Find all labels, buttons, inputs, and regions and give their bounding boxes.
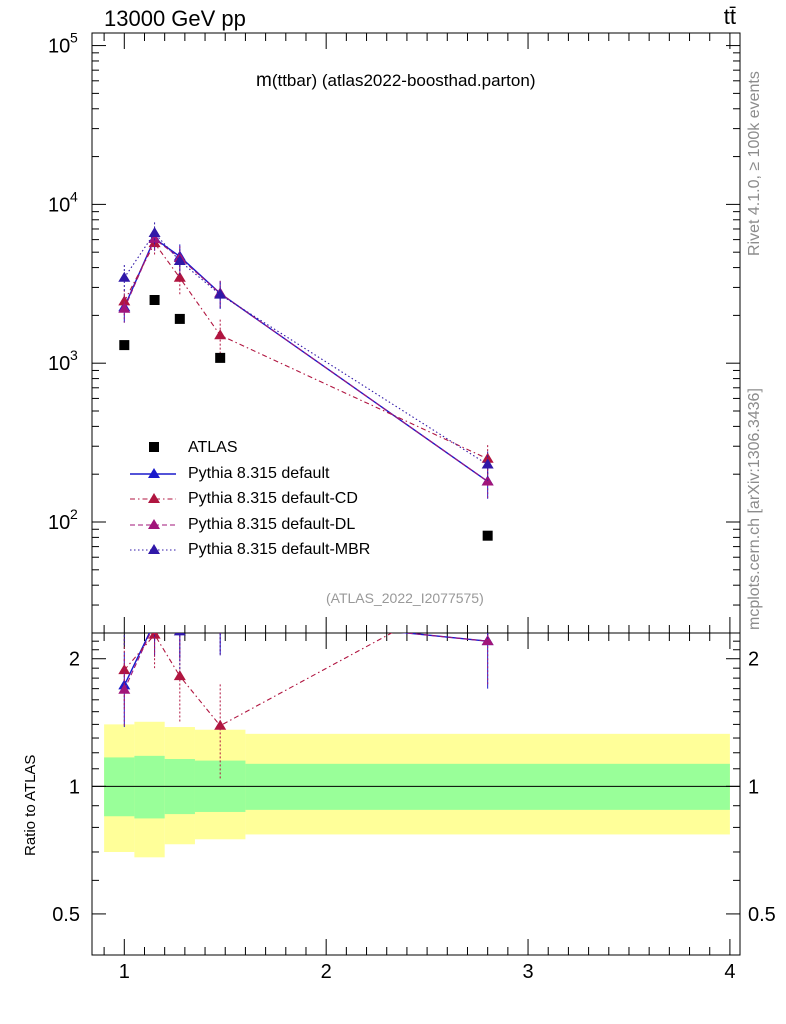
main-ytick-exponent-1: 3	[70, 347, 78, 363]
legend-symbol-default-cd	[130, 493, 176, 504]
series-line-3	[123, 232, 488, 466]
legend-symbol-atlas	[149, 442, 159, 452]
series-point-2-0	[118, 302, 131, 313]
series-point-3-4	[481, 458, 494, 469]
ratio-point-0-2	[174, 614, 186, 624]
series-point-3-0	[118, 271, 131, 282]
ratio-line-2	[123, 633, 488, 690]
ratio-point-3-2	[173, 633, 186, 636]
main-series-group	[118, 222, 494, 541]
analysis-tag: (ATLAS_2022_I2077575)	[326, 590, 484, 606]
main-ytick-label-2: 10	[48, 194, 70, 216]
plot-title-variable: m	[256, 70, 272, 91]
ratio-line-0	[123, 633, 488, 686]
main-ytick-exponent-3: 5	[70, 30, 78, 46]
series-point-3-3	[214, 288, 227, 299]
rivet-version-label: Rivet 4.1.0, ≥ 100k events	[746, 71, 763, 256]
ratio-ytick-label-right-1: 1	[748, 776, 759, 798]
stat-uncertainty-band-1	[134, 755, 165, 819]
legend-label-default: Pythia 8.315 default	[188, 464, 330, 482]
series-point-1-2	[173, 271, 186, 282]
series-point-3-2	[173, 255, 186, 266]
main-ytick-label-1: 10	[48, 353, 70, 375]
legend-symbol-default	[130, 467, 176, 478]
legend-label-default-cd: Pythia 8.315 default-CD	[188, 490, 358, 508]
ratio-point-0-1	[149, 616, 161, 626]
ratio-point-2-4	[481, 635, 494, 646]
ratio-point-3-3	[214, 612, 226, 622]
ratio-point-0-3	[214, 608, 226, 618]
main-ytick-exponent-2: 4	[70, 188, 78, 204]
ratio-ytick-label-right-0: 0.5	[748, 904, 776, 926]
ratio-point-3-0	[118, 601, 130, 611]
ratio-point-2-0	[118, 683, 131, 694]
process-label: tt̄	[723, 4, 736, 29]
data-point-2	[174, 313, 185, 324]
xtick-label-1: 2	[321, 961, 332, 983]
series-point-1-3	[214, 329, 227, 340]
plot-title-rest: (ttbar) (atlas2022-boosthad.parton)	[271, 71, 536, 90]
legend-label-default-dl: Pythia 8.315 default-DL	[188, 515, 356, 533]
stat-uncertainty-band-4	[245, 763, 730, 810]
series-point-2-1	[148, 233, 161, 244]
ratio-ytick-label-left-2: 2	[69, 649, 80, 671]
ratio-point-1-2	[173, 670, 186, 681]
xtick-label-0: 1	[119, 961, 130, 983]
ratio-series-group	[118, 575, 494, 780]
ratio-point-2-1	[149, 618, 161, 628]
legend-label-atlas: ATLAS	[188, 439, 238, 456]
main-ytick-label-3: 10	[48, 36, 70, 58]
collision-energy-label: 13000 GeV pp	[104, 6, 246, 31]
plot-title: m(ttbar) (atlas2022-boosthad.parton)	[256, 70, 535, 92]
data-point-3	[215, 352, 226, 363]
ratio-point-2-3	[214, 608, 226, 618]
series-point-1-0	[118, 295, 131, 306]
ratio-ytick-label-left-0: 0.5	[52, 904, 80, 926]
ratio-ytick-label-left-1: 1	[69, 776, 80, 798]
legend-symbol-default-mbr	[130, 544, 176, 555]
uncertainty-bands	[104, 721, 730, 858]
series-point-1-4	[481, 452, 494, 463]
legend-label-default-mbr: Pythia 8.315 default-MBR	[188, 541, 371, 559]
data-point-4	[482, 530, 493, 541]
main-ytick-exponent-0: 2	[70, 506, 78, 522]
ratio-point-3-1	[149, 602, 161, 612]
data-point-1	[149, 294, 160, 305]
data-point-0	[119, 340, 130, 351]
ratio-axis-label: Ratio to ATLAS	[22, 754, 39, 856]
xtick-label-2: 3	[522, 961, 533, 983]
legend-symbol-default-dl	[130, 518, 176, 529]
stat-uncertainty-band-0	[104, 757, 135, 817]
xtick-label-3: 4	[724, 961, 735, 983]
ratio-point-1-4	[482, 575, 494, 585]
ratio-panel-frame	[91, 632, 741, 956]
ratio-point-1-3	[214, 719, 227, 730]
ratio-ytick-label-right-2: 2	[748, 649, 759, 671]
main-ytick-label-0: 10	[48, 512, 70, 534]
mcplots-credit-label: mcplots.cern.ch [arXiv:1306.3436]	[746, 388, 763, 630]
ratio-point-2-2	[174, 618, 186, 628]
series-point-3-1	[148, 227, 161, 238]
